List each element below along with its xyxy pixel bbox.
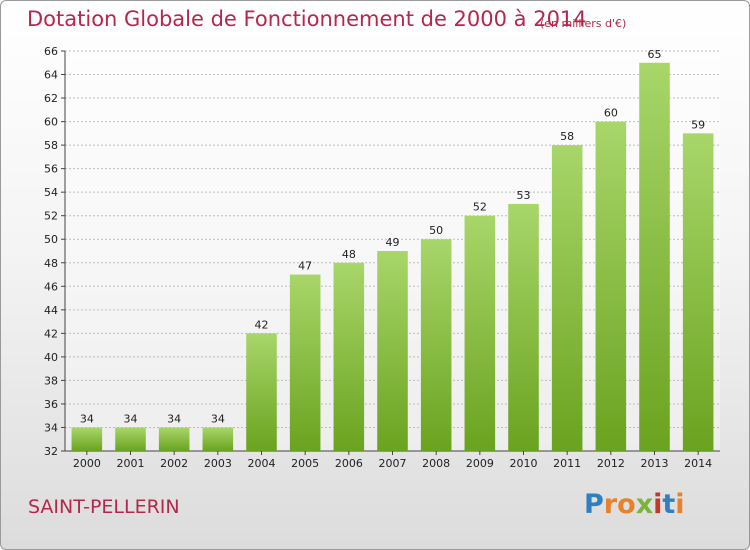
y-tick-label: 40 — [44, 351, 58, 364]
x-tick-label: 2002 — [160, 457, 188, 470]
bar-value-label: 59 — [691, 118, 705, 131]
bar — [682, 133, 714, 451]
bar — [158, 427, 190, 451]
bar-value-label: 42 — [255, 318, 269, 331]
bar — [246, 333, 277, 451]
bar-value-label: 53 — [517, 189, 531, 202]
bar — [71, 427, 103, 451]
y-tick-label: 42 — [44, 327, 58, 340]
bar — [508, 203, 539, 451]
x-tick-label: 2011 — [553, 457, 581, 470]
y-tick-label: 38 — [44, 374, 58, 387]
x-tick-label: 2014 — [684, 457, 712, 470]
bar-value-label: 52 — [473, 201, 487, 214]
x-tick-label: 2005 — [291, 457, 319, 470]
bar-value-label: 65 — [648, 48, 662, 61]
bar — [289, 274, 321, 451]
bar — [333, 262, 365, 451]
bar-value-label: 47 — [298, 260, 312, 273]
x-tick-label: 2013 — [641, 457, 669, 470]
chart-subtitle: (en milliers d'€) — [540, 17, 627, 30]
proxiti-logo: Proxiti — [584, 489, 685, 520]
y-tick-label: 36 — [44, 398, 58, 411]
commune-name: SAINT-PELLERIN — [28, 496, 180, 518]
logo-letter: t — [662, 489, 676, 520]
y-tick-label: 54 — [44, 186, 58, 199]
x-tick-label: 2000 — [73, 457, 101, 470]
y-tick-label: 46 — [44, 280, 58, 293]
x-tick-label: 2007 — [379, 457, 407, 470]
y-tick-label: 48 — [44, 257, 58, 270]
x-tick-label: 2012 — [597, 457, 625, 470]
y-tick-label: 52 — [44, 210, 58, 223]
bar-value-label: 34 — [167, 412, 181, 425]
x-tick-label: 2008 — [422, 457, 450, 470]
bar — [202, 427, 234, 451]
bar-value-label: 49 — [386, 236, 400, 249]
y-tick-label: 56 — [44, 163, 58, 176]
bar-value-label: 50 — [429, 224, 443, 237]
bar-value-label: 48 — [342, 248, 356, 261]
logo-letter: x — [635, 489, 654, 520]
y-tick-label: 64 — [44, 69, 58, 82]
bar-value-label: 60 — [604, 107, 618, 120]
bar — [639, 62, 670, 451]
bar-value-label: 34 — [211, 412, 225, 425]
logo-letter: P — [584, 489, 604, 520]
y-tick-label: 32 — [44, 445, 58, 458]
x-tick-label: 2004 — [248, 457, 276, 470]
logo-letter: r — [603, 489, 618, 520]
x-tick-label: 2010 — [510, 457, 538, 470]
y-tick-label: 62 — [44, 92, 58, 105]
y-tick-label: 66 — [44, 45, 58, 58]
y-tick-label: 58 — [44, 139, 58, 152]
bar — [377, 251, 408, 451]
y-tick-label: 34 — [44, 421, 58, 434]
bar — [115, 427, 146, 451]
chart-title: Dotation Globale de Fonctionnement de 20… — [27, 7, 587, 31]
logo-letter: i — [653, 489, 663, 520]
y-tick-label: 60 — [44, 116, 58, 129]
x-tick-label: 2001 — [117, 457, 145, 470]
x-tick-label: 2009 — [466, 457, 494, 470]
x-tick-label: 2003 — [204, 457, 232, 470]
bar — [464, 215, 496, 451]
y-tick-label: 50 — [44, 233, 58, 246]
logo-letter: o — [617, 489, 636, 520]
y-tick-label: 44 — [44, 304, 58, 317]
bar — [595, 121, 627, 452]
x-tick-label: 2006 — [335, 457, 363, 470]
bar — [551, 145, 583, 451]
bar-value-label: 34 — [80, 412, 94, 425]
logo-letter: i — [675, 489, 685, 520]
bar-value-label: 58 — [560, 130, 574, 143]
bar — [420, 239, 452, 451]
bar-value-label: 34 — [124, 412, 138, 425]
